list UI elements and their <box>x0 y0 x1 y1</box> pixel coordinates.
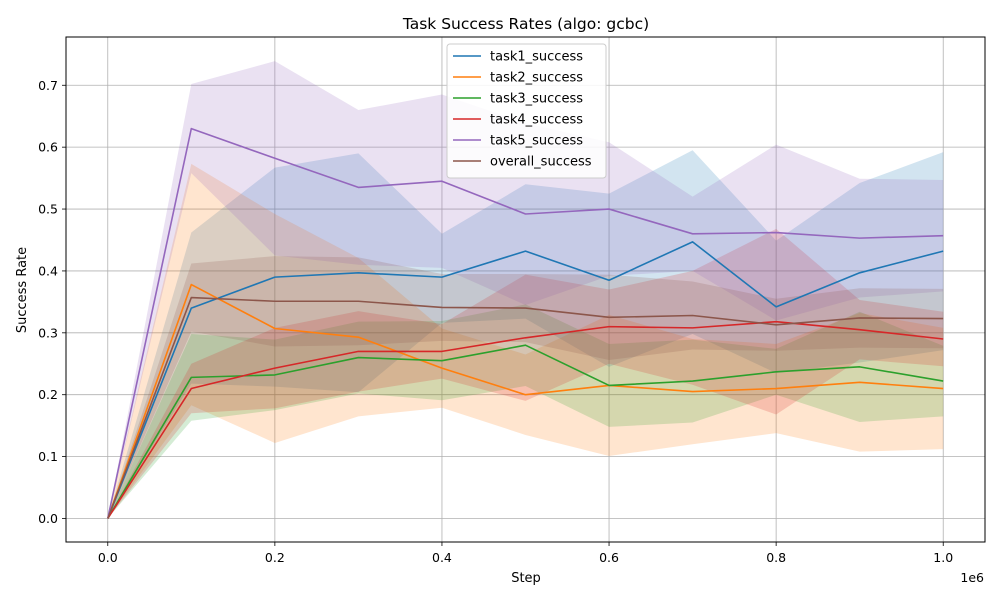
y-tick-label: 0.6 <box>38 140 58 155</box>
task4_success-band <box>107 228 944 519</box>
x-axis-label: Step <box>511 571 541 586</box>
legend-label-task2_success: task2_success <box>490 71 583 86</box>
legend-box <box>446 43 607 179</box>
task2_success-line <box>107 283 944 519</box>
x-tick-label: 1.0 <box>933 550 953 565</box>
y-tick-label: 0.3 <box>38 325 58 340</box>
task3_success-band <box>107 304 944 519</box>
chart-title: Task Success Rates (algo: gcbc) <box>402 15 649 33</box>
task5_success-line <box>106 127 944 519</box>
overall_success-line <box>107 296 944 519</box>
plot-frame <box>65 36 986 543</box>
x-axis-scale-label: 1e6 <box>960 570 984 585</box>
x-tick-label: 0.4 <box>432 550 452 565</box>
x-tick-label: 0.2 <box>265 550 285 565</box>
series-lines <box>106 127 944 519</box>
legend-label-task5_success: task5_success <box>490 134 583 149</box>
y-tick-label: 0.7 <box>38 78 58 93</box>
task1_success-band <box>107 150 944 519</box>
y-axis-label: Success Rate <box>15 247 30 333</box>
task2_success-band <box>107 163 944 519</box>
y-tick-label: 0.1 <box>38 449 58 464</box>
axis-ticks: 0.0 0.2 0.4 0.6 0.8 1.0 0.0 0.1 0.2 0.3 0.4 0.5 0.6 0… <box>38 78 953 565</box>
x-tick-label: 0.8 <box>766 550 786 565</box>
x-tick-label: 0.6 <box>599 550 619 565</box>
confidence-bands <box>107 61 944 519</box>
legend-label-task1_success: task1_success <box>490 50 583 65</box>
y-tick-label: 0.5 <box>38 202 58 217</box>
legend-label-task4_success: task4_success <box>490 113 583 128</box>
legend-label-task3_success: task3_success <box>490 92 583 107</box>
legend: task1_success task2_success task3_successt… <box>446 43 607 179</box>
task1_success-line <box>107 241 944 519</box>
task5_success-band <box>107 61 944 519</box>
x-tick-label: 0.0 <box>98 550 118 565</box>
y-tick-label: 0.2 <box>38 387 58 402</box>
task4_success-line <box>107 320 944 519</box>
legend-label-overall_success: overall_success <box>490 155 592 170</box>
y-tick-label: 0.4 <box>38 263 58 278</box>
y-tick-label: 0.0 <box>38 511 58 526</box>
overall_success-band <box>107 256 944 519</box>
